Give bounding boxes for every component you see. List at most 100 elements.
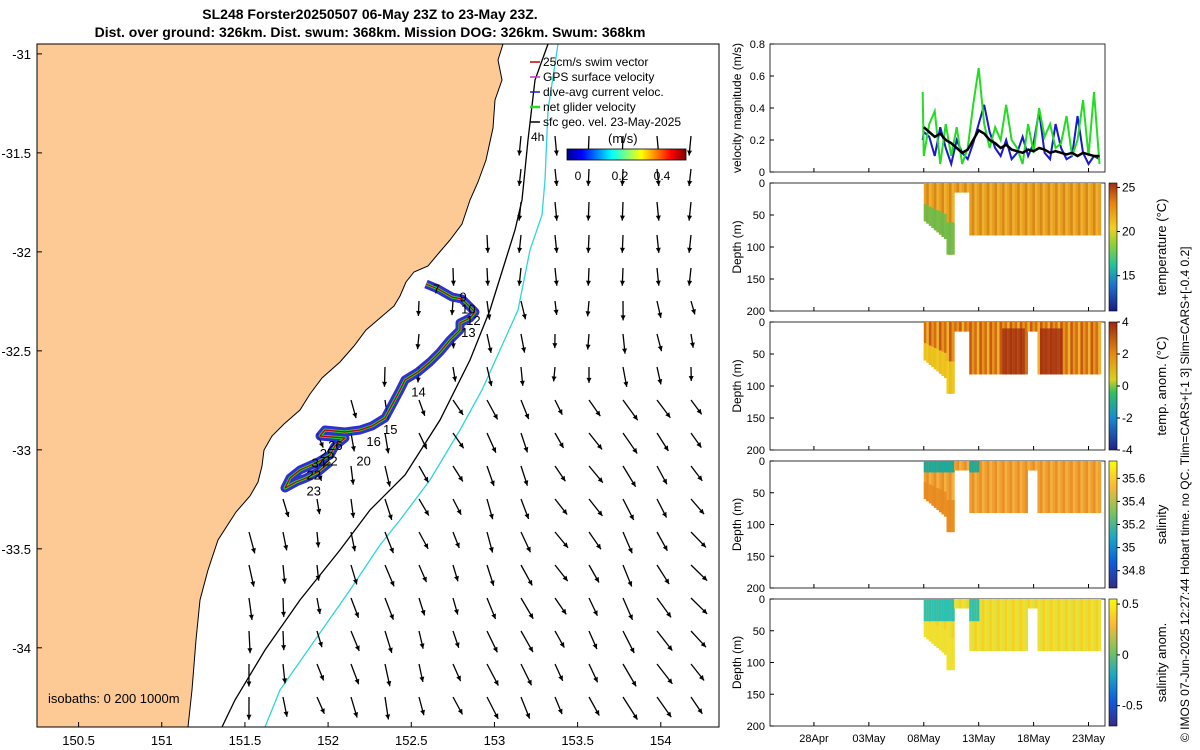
current-arrow bbox=[282, 498, 290, 518]
heat-cell bbox=[931, 485, 935, 506]
heat-cell bbox=[938, 183, 943, 235]
current-arrow bbox=[350, 663, 360, 685]
current-arrow bbox=[485, 267, 491, 286]
heat-cell bbox=[971, 599, 975, 652]
panel-1-cbar-tick-0: 15 bbox=[1122, 269, 1136, 283]
heat-cell bbox=[997, 599, 1001, 652]
heat-cell bbox=[949, 599, 953, 622]
heat-cell bbox=[1093, 461, 1097, 514]
heat-cell bbox=[1039, 461, 1044, 514]
heat-cell bbox=[941, 490, 945, 515]
heat-cell bbox=[991, 183, 996, 236]
heat-cell bbox=[971, 599, 975, 622]
heat-cell bbox=[933, 486, 938, 508]
heat-cell bbox=[959, 461, 963, 471]
land-area bbox=[37, 44, 504, 727]
heat-cell bbox=[1062, 183, 1066, 236]
heat-cell bbox=[951, 638, 955, 671]
panel-3-cbar-tick-4: 35.6 bbox=[1122, 471, 1146, 485]
heat-cell bbox=[961, 599, 965, 609]
current-arrow bbox=[384, 564, 395, 587]
lat-tick-0: -31 bbox=[12, 47, 31, 62]
day-label-9: 25 bbox=[320, 446, 334, 461]
heat-cell bbox=[1042, 461, 1046, 514]
heat-cell bbox=[941, 212, 945, 237]
panel-2-cbar-tick-3: 2 bbox=[1122, 347, 1129, 361]
heat-cell bbox=[1062, 461, 1066, 514]
current-arrow bbox=[553, 234, 559, 253]
heat-cell bbox=[986, 183, 991, 236]
heat-cell bbox=[943, 352, 948, 379]
heat-cell bbox=[941, 183, 945, 237]
heat-cell bbox=[941, 351, 945, 376]
heat-cell bbox=[1098, 322, 1102, 375]
heat-cell bbox=[1002, 461, 1006, 514]
current-arrow bbox=[690, 300, 696, 315]
heat-cell bbox=[938, 627, 943, 651]
current-arrow bbox=[656, 696, 672, 718]
heat-cell bbox=[943, 491, 948, 517]
heat-cell bbox=[1075, 183, 1079, 236]
current-arrow bbox=[585, 333, 591, 350]
heat-cell bbox=[1057, 183, 1061, 236]
panel-3-cbar-tick-3: 35.4 bbox=[1122, 494, 1146, 508]
heat-cell bbox=[1082, 461, 1087, 514]
legend-swim-vector: 25cm/s swim vector bbox=[543, 55, 648, 69]
heat-cell bbox=[984, 183, 988, 236]
current-arrow bbox=[248, 597, 254, 621]
current-arrow bbox=[690, 630, 707, 648]
heat-cell bbox=[951, 461, 955, 533]
heat-cell bbox=[1060, 461, 1064, 514]
heat-cell bbox=[1027, 461, 1031, 471]
current-arrow bbox=[622, 366, 629, 388]
current-arrow bbox=[554, 465, 566, 482]
heat-cell bbox=[976, 461, 980, 514]
heat-cell bbox=[928, 622, 932, 642]
heat-cell bbox=[1080, 183, 1084, 236]
current-arrow bbox=[655, 201, 661, 221]
panel-4-cbar-tick-2: 0.5 bbox=[1122, 597, 1139, 611]
heat-cell bbox=[926, 461, 930, 473]
current-arrow bbox=[316, 630, 323, 648]
current-arrow bbox=[689, 333, 695, 348]
lon-tick-5: 153 bbox=[484, 733, 506, 748]
current-arrow bbox=[687, 234, 693, 253]
current-arrow bbox=[622, 432, 638, 454]
heat-cell bbox=[928, 345, 932, 365]
current-arrow bbox=[350, 630, 360, 652]
current-arrow bbox=[619, 267, 625, 286]
heat-cell bbox=[974, 461, 978, 473]
heat-cell bbox=[938, 599, 943, 622]
side-note: © IMOS 07-Jun-2025 12:27:44 Hobart time.… bbox=[1178, 246, 1192, 742]
heat-cell bbox=[1087, 461, 1092, 514]
heat-cell bbox=[1014, 599, 1018, 652]
current-arrow bbox=[452, 597, 459, 615]
current-arrow bbox=[656, 663, 673, 685]
heat-cell bbox=[1090, 599, 1094, 652]
panel-2-colorbar bbox=[1108, 321, 1118, 451]
velocity-series-black bbox=[922, 126, 1100, 158]
heat-cell bbox=[994, 322, 998, 375]
heat-cell bbox=[974, 599, 978, 622]
heat-cell bbox=[951, 183, 955, 255]
heat-cell bbox=[1062, 322, 1066, 375]
isobath-200m bbox=[221, 44, 549, 727]
current-arrow bbox=[656, 432, 669, 452]
current-arrow bbox=[418, 564, 428, 583]
panel-0-ytick-0: 0 bbox=[759, 167, 765, 179]
heat-cell bbox=[1004, 599, 1008, 652]
heat-cell bbox=[1075, 322, 1079, 375]
colorbar-tick-2: 0.4 bbox=[654, 169, 671, 183]
velocity-series-blue bbox=[921, 104, 1101, 168]
current-arrow bbox=[517, 201, 523, 221]
heat-cell bbox=[954, 461, 958, 471]
current-arrow bbox=[553, 168, 559, 186]
current-arrow bbox=[588, 465, 604, 484]
panel-1-cbar-tick-2: 25 bbox=[1122, 180, 1136, 194]
heat-cell bbox=[1095, 599, 1099, 652]
heat-cell bbox=[974, 183, 978, 236]
current-arrow bbox=[486, 696, 499, 720]
heat-cell bbox=[969, 322, 973, 375]
current-arrow bbox=[554, 498, 568, 515]
